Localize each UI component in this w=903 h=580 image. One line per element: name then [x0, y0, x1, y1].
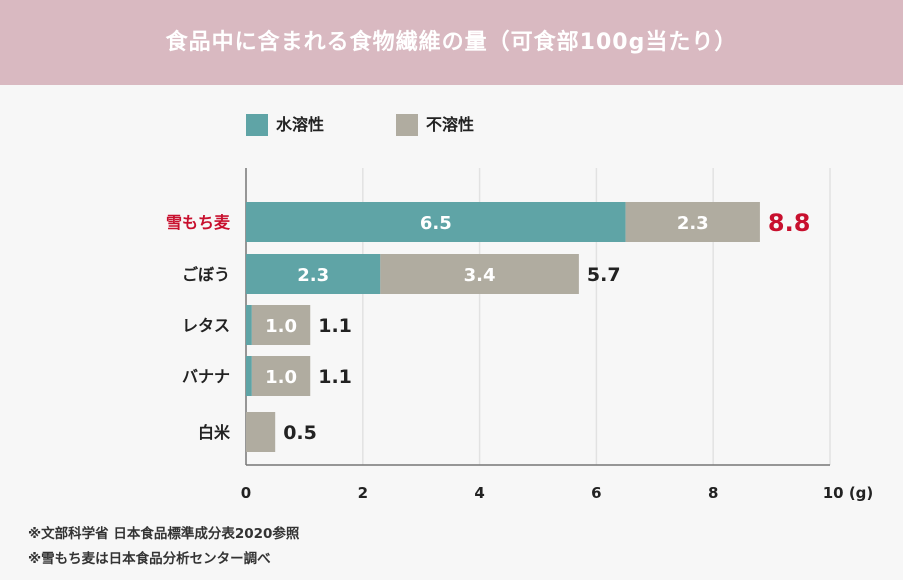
total-label-4: 0.5: [283, 422, 317, 444]
total-label-3: 1.1: [318, 366, 352, 388]
title-bar: [0, 0, 903, 85]
bar-insoluble-2: [251, 305, 311, 345]
total-label-2: 1.1: [318, 315, 352, 337]
x-tick-label-0: 0: [241, 484, 251, 502]
chart-panel: [0, 85, 903, 580]
footnote-source: ※文部科学省 日本食品標準成分表2020参照: [28, 526, 300, 542]
legend-swatch-soluble: [246, 114, 268, 136]
bar-soluble-2: [246, 305, 252, 345]
segment-label-0-1: 2.3: [677, 213, 709, 234]
total-label-1: 5.7: [587, 264, 621, 286]
chart-title: 食品中に含まれる食物繊維の量（可食部100g当たり）: [165, 30, 738, 55]
bar-soluble-0: [246, 202, 626, 242]
x-tick-label-3: 6: [591, 484, 601, 502]
bar-insoluble-3: [251, 356, 311, 396]
bar-insoluble-0: [625, 202, 760, 242]
legend-swatch-insoluble: [396, 114, 418, 136]
segment-label-0-0: 6.5: [420, 213, 452, 234]
bar-insoluble-4: [246, 412, 276, 452]
bar-soluble-3: [246, 356, 252, 396]
bar-soluble-1: [246, 254, 381, 294]
segment-label-1-0: 2.3: [297, 265, 329, 286]
category-label-1: ごぼう: [182, 265, 230, 284]
footnote-measurement: ※雪もち麦は日本食品分析センター調べ: [28, 551, 271, 567]
x-tick-label-4: 8: [708, 484, 718, 502]
category-label-4: 白米: [198, 423, 231, 442]
segment-label-2-1: 1.0: [265, 316, 297, 337]
total-label-0: 8.8: [768, 209, 811, 237]
category-label-3: バナナ: [182, 367, 230, 386]
x-tick-label-2: 4: [474, 484, 484, 502]
legend-label-soluble: 水溶性: [276, 115, 325, 134]
segment-label-3-1: 1.0: [265, 367, 297, 388]
segment-label-1-1: 3.4: [464, 265, 496, 286]
category-label-2: レタス: [182, 316, 230, 335]
bar-insoluble-1: [380, 254, 579, 294]
category-label-0: 雪もち麦: [166, 213, 231, 232]
x-tick-label-5: 10 (g): [823, 484, 874, 502]
x-tick-label-1: 2: [358, 484, 368, 502]
footnotes: ※文部科学省 日本食品標準成分表2020参照 ※雪もち麦は日本食品分析センター調…: [28, 522, 299, 572]
legend-label-insoluble: 不溶性: [426, 115, 475, 134]
